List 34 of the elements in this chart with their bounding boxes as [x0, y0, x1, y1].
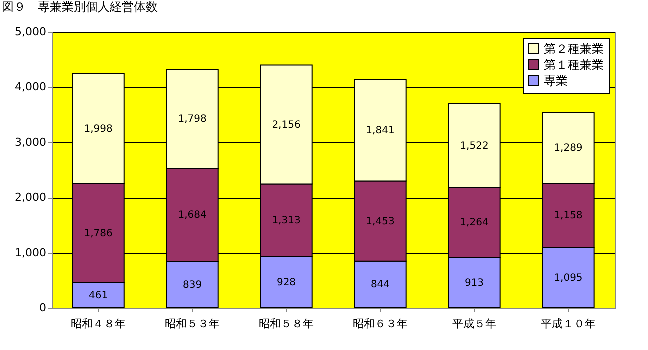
legend-label: 第２種兼業 [544, 42, 604, 56]
data-label: 1,264 [460, 218, 489, 229]
data-label: 1,453 [366, 216, 395, 228]
data-label: 1,841 [366, 125, 395, 136]
y-tick-label: 1,000 [15, 246, 46, 260]
y-tick-label: 2,000 [15, 191, 46, 204]
data-label: 1,289 [554, 143, 583, 154]
x-tick-label: 平成５年 [452, 318, 496, 330]
chart-title: 図９ 専兼業別個人経営体数 [2, 0, 158, 14]
legend-label: 専業 [544, 74, 568, 88]
data-label: 1,095 [554, 272, 583, 284]
data-label: 1,998 [84, 124, 113, 135]
x-tick-label: 昭和６３年 [352, 318, 408, 330]
data-label: 1,158 [554, 210, 583, 222]
y-tick-label: 4,000 [15, 80, 46, 94]
data-label: 1,522 [460, 140, 489, 152]
data-label: 1,798 [178, 114, 207, 126]
y-tick-label: 5,000 [15, 26, 46, 38]
data-label: 1,313 [272, 216, 301, 227]
data-label: 461 [88, 290, 108, 302]
data-label: 844 [370, 280, 390, 291]
x-tick-label: 昭和４８年 [71, 318, 126, 330]
data-label: 928 [276, 277, 296, 288]
data-label: 2,156 [272, 120, 301, 131]
data-label: 839 [182, 280, 202, 291]
y-tick-label: 3,000 [15, 136, 46, 149]
x-tick-label: 平成１０年 [540, 318, 596, 330]
data-label: 1,684 [178, 210, 207, 222]
legend-label: 第１種兼業 [544, 58, 604, 72]
y-tick-label: 0 [40, 302, 46, 314]
x-tick-label: 昭和５８年 [259, 318, 314, 330]
data-label: 913 [464, 278, 484, 289]
x-tick-label: 昭和５３年 [165, 318, 220, 330]
data-label: 1,786 [84, 228, 113, 240]
